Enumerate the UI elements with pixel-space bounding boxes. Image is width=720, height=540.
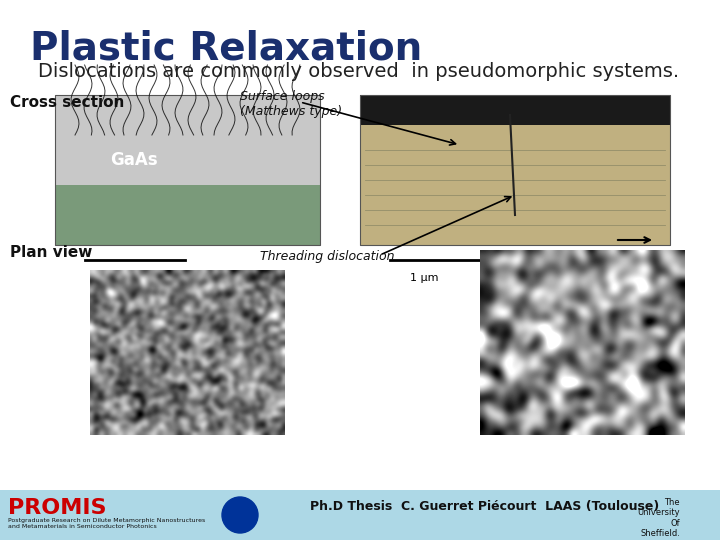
FancyBboxPatch shape xyxy=(55,185,320,245)
FancyBboxPatch shape xyxy=(360,95,670,125)
Text: PROMIS: PROMIS xyxy=(8,498,107,518)
Text: ★: ★ xyxy=(235,510,245,520)
Text: ( b ): ( b ) xyxy=(490,430,513,440)
FancyBboxPatch shape xyxy=(360,125,670,245)
Text: Surface loops
(Matthews type): Surface loops (Matthews type) xyxy=(240,90,342,118)
Text: g: g xyxy=(610,250,618,263)
FancyBboxPatch shape xyxy=(55,95,320,185)
Text: Ph.D Thesis  C. Guerret Piécourt  LAAS (Toulouse): Ph.D Thesis C. Guerret Piécourt LAAS (To… xyxy=(310,500,660,513)
Circle shape xyxy=(222,497,258,533)
Text: Threading dislocation: Threading dislocation xyxy=(260,250,395,263)
Text: 1 μm: 1 μm xyxy=(410,273,438,283)
Text: The
University
Of
Sheffield.: The University Of Sheffield. xyxy=(637,498,680,538)
Text: 1 μm: 1 μm xyxy=(105,273,133,283)
Text: Plastic Relaxation: Plastic Relaxation xyxy=(30,30,422,68)
Text: g: g xyxy=(185,270,201,283)
Text: Dislocations are commonly observed  in pseudomorphic systems.: Dislocations are commonly observed in ps… xyxy=(38,62,679,81)
Text: GaAs: GaAs xyxy=(110,151,158,169)
Text: Cross section: Cross section xyxy=(10,95,125,110)
FancyBboxPatch shape xyxy=(55,95,320,245)
FancyBboxPatch shape xyxy=(360,95,670,245)
Text: Postgraduate Research on Dilute Metamorphic Nanostructures
and Metamaterials in : Postgraduate Research on Dilute Metamorp… xyxy=(8,518,205,529)
Text: Plan view: Plan view xyxy=(10,245,92,260)
FancyBboxPatch shape xyxy=(0,490,720,540)
